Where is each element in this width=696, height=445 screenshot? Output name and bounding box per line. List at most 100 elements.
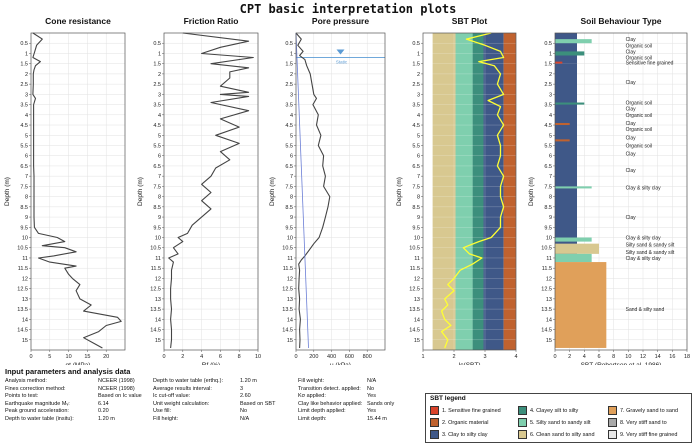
y-axis-label: Depth (m)	[137, 177, 144, 206]
y-tick-label: 15	[546, 338, 552, 344]
plot-frame	[163, 32, 259, 351]
legend-item: 6. Clean sand to silty sand	[518, 430, 595, 439]
y-tick-label: 14.5	[282, 328, 293, 334]
series-line	[440, 32, 505, 349]
x-tick-label: 0	[29, 354, 32, 360]
x-tick-label: 0	[294, 354, 297, 360]
y-tick-label: 9	[549, 215, 552, 221]
param-label: Transition detect. applied:	[298, 385, 361, 392]
y-tick-label: 10.5	[282, 246, 293, 252]
y-tick-label: 12	[414, 276, 420, 282]
x-tick-label: 20	[103, 354, 109, 360]
y-tick-label: 8.5	[153, 205, 161, 211]
y-tick-label: 7.5	[412, 184, 420, 190]
page-title: CPT basic interpretation plots	[239, 2, 457, 16]
x-tick-label: 0	[162, 354, 165, 360]
y-tick-label: 14	[287, 317, 293, 323]
sbt-layer-bar	[555, 33, 577, 64]
y-tick-label: 4.5	[153, 123, 161, 129]
y-tick-label: 2	[549, 72, 552, 78]
param-value: 0.20	[98, 408, 109, 414]
sbt-layer-label: Sensitive fine grained	[626, 61, 674, 67]
water-table-icon	[336, 49, 345, 55]
y-tick-label: 5	[158, 133, 161, 139]
y-tick-label: 13.5	[150, 307, 161, 313]
y-tick-label: 2.5	[285, 82, 293, 88]
y-tick-label: 1	[549, 51, 552, 57]
param-value: 3	[240, 385, 244, 392]
y-tick-label: 3.5	[153, 103, 161, 109]
y-tick-label: 6	[158, 154, 161, 160]
y-tick-label: 3	[549, 92, 552, 98]
x-tick-label: 400	[327, 354, 336, 360]
y-tick-label: 6.5	[412, 164, 420, 170]
param-value: N/A	[240, 415, 250, 422]
y-tick-label: 10	[155, 236, 161, 242]
series-line	[295, 32, 331, 349]
x-tick-label: 18	[684, 354, 690, 360]
legend-swatch	[430, 406, 439, 415]
params-col1-labels: Analysis method: Fines correction method…	[5, 378, 74, 423]
y-tick-label: 11.5	[151, 266, 161, 272]
x-tick-label: 8	[238, 354, 241, 360]
param-value: Based on SBT	[240, 400, 276, 407]
y-tick-label: 4.5	[544, 123, 552, 129]
x-tick-label: 12	[640, 354, 646, 360]
y-tick-label: 7.5	[285, 184, 293, 190]
y-tick-label: 5.5	[153, 143, 161, 149]
params-col1-values: NCEER (1998) NCEER (1998) Based on Ic va…	[98, 378, 142, 423]
y-tick-label: 11	[287, 256, 293, 262]
y-tick-label: 3	[417, 92, 420, 98]
param-label: Limit depth applied:	[298, 408, 346, 414]
y-tick-label: 9.5	[153, 225, 161, 231]
sbt-layer-label: Clay	[626, 107, 637, 113]
y-tick-label: 9.5	[412, 225, 420, 231]
y-tick-label: 12.5	[541, 287, 552, 293]
sbt-legend: SBT legend 1. Sensitive fine grained 2. …	[425, 393, 692, 443]
y-tick-label: 0.5	[412, 41, 420, 47]
y-tick-label: 2.5	[544, 82, 552, 88]
sbt-layer-label: Clay	[626, 152, 637, 158]
sbt-layer-label: Clay & silty clay	[626, 236, 662, 242]
y-tick-label: 14.5	[409, 328, 420, 334]
sbt-layer-bar	[555, 122, 570, 126]
x-tick-label: 200	[309, 354, 318, 360]
y-tick-label: 3.5	[285, 103, 293, 109]
param-value: 2.60	[240, 393, 251, 399]
sbt-layer-label: Clay	[626, 168, 637, 174]
sbt-layer-label: Organic soil	[626, 143, 652, 149]
y-tick-label: 12.5	[282, 287, 293, 293]
plot-title: Friction Ratio	[184, 16, 239, 26]
y-tick-label: 1.5	[544, 62, 552, 68]
y-tick-label: 15	[287, 338, 293, 344]
y-tick-label: 9	[290, 215, 293, 221]
x-axis-label: Ic(SBT)	[458, 362, 480, 365]
legend-item: 8. Very stiff sand to	[608, 418, 667, 427]
y-tick-label: 5	[25, 133, 28, 139]
x-tick-label: 15	[84, 354, 90, 360]
param-label: Points to test:	[5, 393, 39, 399]
y-tick-label: 4.5	[285, 123, 293, 129]
y-tick-label: 8.5	[20, 205, 28, 211]
sbt-layer-label: Clay	[626, 37, 637, 43]
params-col3-labels: Fill weight: Transition detect. applied:…	[298, 378, 362, 423]
y-tick-label: 9.5	[544, 225, 552, 231]
x-tick-label: 1	[421, 354, 424, 360]
y-tick-label: 10	[287, 236, 293, 242]
param-label: Kσ applied:	[298, 393, 326, 399]
x-tick-label: 2	[568, 354, 571, 360]
x-tick-label: 0	[553, 354, 556, 360]
y-tick-label: 7	[290, 174, 293, 180]
y-tick-label: 3.5	[20, 103, 28, 109]
y-tick-label: 8.5	[412, 205, 420, 211]
param-value: No	[367, 385, 375, 392]
param-label: Unit weight calculation:	[153, 400, 210, 407]
param-label: Fill weight:	[298, 378, 324, 384]
y-axis-label: Depth (m)	[269, 177, 276, 206]
y-axis-label: Depth (m)	[396, 177, 403, 206]
sbt-layer-label: Clay & silty clay	[626, 185, 662, 191]
y-tick-label: 4	[25, 113, 28, 119]
y-tick-label: 4	[158, 113, 161, 119]
param-label: Earthquake magnitude Mᵥ:	[5, 400, 70, 407]
